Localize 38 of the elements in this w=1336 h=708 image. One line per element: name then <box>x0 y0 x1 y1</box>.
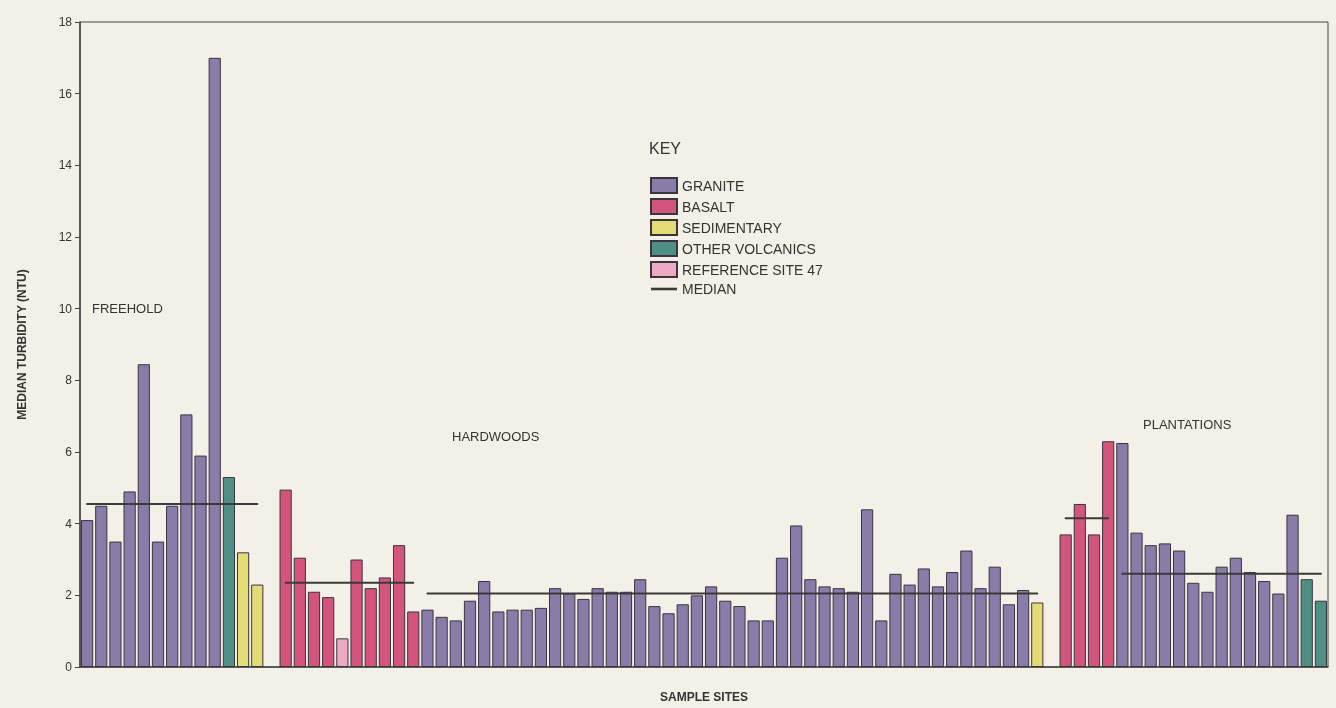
bar <box>251 584 264 667</box>
y-tick-label: 10 <box>58 301 73 316</box>
legend-label: MEDIAN <box>682 281 737 297</box>
bar <box>1031 602 1044 667</box>
x-axis-title: SAMPLE SITES <box>659 690 749 704</box>
bar <box>1087 534 1101 667</box>
y-tick-label: 2 <box>65 588 73 603</box>
y-tick-label: 6 <box>65 445 73 459</box>
bar <box>80 520 94 667</box>
bar <box>1258 581 1271 667</box>
y-tick-label: 16 <box>58 86 73 101</box>
annotation: PLANTATIONS <box>1143 417 1232 432</box>
bar <box>322 597 335 667</box>
bar <box>761 620 774 667</box>
legend-label: REFERENCE SITE 47 <box>682 261 824 278</box>
bar <box>1059 534 1072 667</box>
legend-title: KEY <box>649 139 682 157</box>
y-tick-label: 14 <box>58 158 73 173</box>
legend-label: OTHER VOLCANICS <box>682 240 816 257</box>
bar <box>307 591 321 667</box>
bar <box>463 600 477 667</box>
annotation: FREEHOLD <box>92 301 163 316</box>
bar <box>1002 604 1016 667</box>
bar <box>449 620 462 667</box>
y-axis-title: MEDIAN TURBIDITY (NTU) <box>15 269 29 420</box>
bar <box>1314 600 1328 667</box>
bar <box>151 541 165 667</box>
bar <box>236 552 250 667</box>
y-tick-label: 8 <box>65 373 73 388</box>
legend-label: GRANITE <box>682 177 745 194</box>
bar <box>534 607 548 667</box>
y-tick-label: 18 <box>58 15 73 29</box>
y-tick-label: 12 <box>58 230 73 244</box>
y-tick-label: 4 <box>65 516 73 531</box>
legend-label: SEDIMENTARY <box>682 219 783 236</box>
legend-label: BASALT <box>682 198 736 215</box>
y-tick-label: 0 <box>65 660 73 674</box>
annotation: HARDWOODS <box>452 429 540 444</box>
